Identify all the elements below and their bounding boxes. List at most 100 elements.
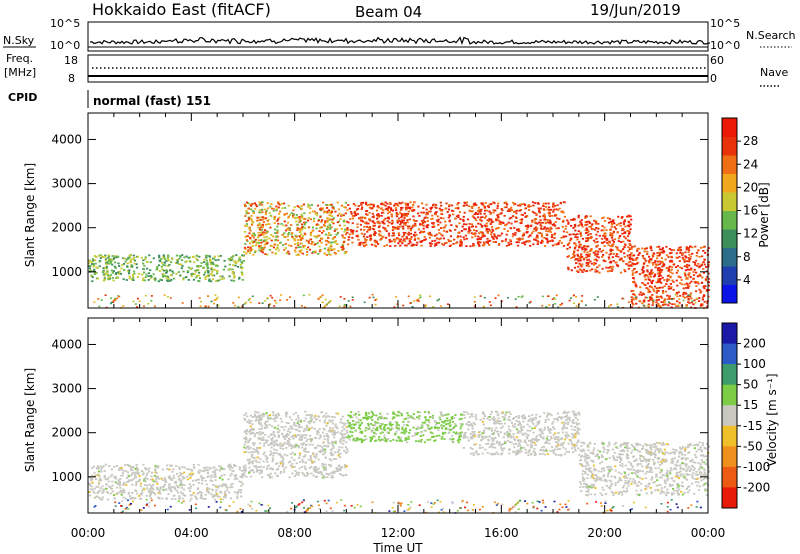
range-gate-cell xyxy=(331,221,334,224)
range-gate-cell xyxy=(231,483,234,485)
range-gate-cell xyxy=(682,295,685,298)
range-gate-cell xyxy=(481,231,484,234)
range-gate-cell xyxy=(547,212,550,215)
range-gate-cell xyxy=(287,433,290,436)
range-gate-cell xyxy=(417,416,420,419)
range-gate-cell xyxy=(191,474,194,477)
range-gate-cell xyxy=(618,259,621,262)
range-gate-cell xyxy=(593,251,596,254)
range-gate-cell xyxy=(252,444,255,446)
range-gate-cell xyxy=(167,278,170,280)
range-gate-cell xyxy=(221,478,224,481)
colorbar-tick-label: 28 xyxy=(743,134,758,148)
range-gate-cell xyxy=(333,248,336,250)
range-gate-cell xyxy=(641,247,644,250)
range-gate-cell xyxy=(251,416,254,418)
range-gate-cell xyxy=(224,490,227,493)
range-gate-cell xyxy=(609,245,612,248)
range-gate-cell xyxy=(330,454,333,456)
range-gate-cell xyxy=(323,438,326,441)
range-gate-cell xyxy=(558,218,561,220)
range-gate-cell xyxy=(570,269,573,272)
range-gate-cell xyxy=(254,251,257,254)
range-gate-cell xyxy=(291,472,294,475)
range-gate-cell xyxy=(641,255,644,257)
range-gate-cell xyxy=(688,274,691,277)
range-gate-cell xyxy=(682,291,685,294)
range-gate-cell xyxy=(634,284,637,287)
range-gate-cell xyxy=(161,268,164,271)
range-gate-cell xyxy=(171,270,174,273)
range-gate-cell xyxy=(323,452,326,455)
range-gate-cell xyxy=(471,236,474,239)
range-gate-cell xyxy=(589,269,592,272)
range-gate-cell xyxy=(449,230,452,232)
range-gate-cell xyxy=(704,278,707,281)
range-gate-cell xyxy=(251,469,254,471)
range-gate-cell xyxy=(659,305,662,307)
range-gate-cell xyxy=(143,305,145,307)
range-gate-cell xyxy=(527,235,530,238)
range-gate-cell xyxy=(655,263,658,266)
range-gate-cell xyxy=(301,235,305,237)
range-gate-cell xyxy=(631,254,634,257)
range-gate-cell xyxy=(154,277,157,280)
range-gate-cell xyxy=(246,415,249,418)
range-gate-cell xyxy=(454,228,457,231)
range-gate-cell xyxy=(217,485,220,488)
range-gate-cell xyxy=(523,204,527,206)
range-gate-cell xyxy=(267,415,270,417)
range-gate-cell xyxy=(660,297,664,299)
range-gate-cell xyxy=(501,209,504,212)
range-gate-cell xyxy=(199,305,202,307)
range-gate-cell xyxy=(249,298,252,300)
range-gate-cell xyxy=(459,218,462,221)
range-gate-cell xyxy=(114,297,117,300)
range-gate-cell xyxy=(283,207,287,209)
range-gate-cell xyxy=(277,412,280,415)
range-gate-cell xyxy=(274,420,277,423)
range-gate-cell xyxy=(468,209,471,212)
range-gate-cell xyxy=(179,471,182,474)
range-gate-cell xyxy=(206,469,210,472)
range-gate-cell xyxy=(128,256,131,259)
range-gate-cell xyxy=(543,226,546,228)
range-gate-cell xyxy=(404,202,407,205)
range-gate-cell xyxy=(243,230,247,233)
range-gate-cell xyxy=(472,204,475,207)
range-gate-cell xyxy=(320,451,323,454)
range-gate-cell xyxy=(243,471,246,474)
range-gate-cell xyxy=(521,238,524,241)
range-gate-cell xyxy=(305,248,308,251)
range-gate-cell xyxy=(531,201,535,204)
range-gate-cell xyxy=(120,468,123,471)
range-gate-cell xyxy=(271,468,274,471)
range-gate-cell xyxy=(162,269,165,272)
range-gate-cell xyxy=(600,229,603,232)
range-gate-cell xyxy=(689,245,692,248)
range-gate-cell xyxy=(296,223,299,226)
range-gate-cell xyxy=(319,227,322,229)
range-gate-cell xyxy=(397,242,400,245)
range-gate-cell xyxy=(276,443,279,446)
range-gate-cell xyxy=(686,268,689,271)
range-gate-cell xyxy=(307,226,310,229)
range-gate-cell xyxy=(190,273,193,276)
range-gate-cell xyxy=(647,289,650,292)
range-gate-cell xyxy=(245,252,248,255)
range-gate-cell xyxy=(351,416,354,419)
range-gate-cell xyxy=(311,241,314,243)
range-gate-cell xyxy=(626,254,629,257)
range-gate-cell xyxy=(251,423,254,425)
range-gate-cell xyxy=(170,490,173,493)
range-gate-cell xyxy=(487,228,491,231)
range-gate-cell xyxy=(521,242,524,244)
range-gate-cell xyxy=(210,480,214,483)
range-gate-cell xyxy=(143,271,146,274)
range-gate-cell xyxy=(460,241,463,243)
range-gate-cell xyxy=(339,421,342,424)
range-gate-cell xyxy=(574,243,577,245)
range-gate-cell xyxy=(139,493,142,495)
range-gate-cell xyxy=(684,251,687,254)
range-gate-cell xyxy=(602,216,605,219)
